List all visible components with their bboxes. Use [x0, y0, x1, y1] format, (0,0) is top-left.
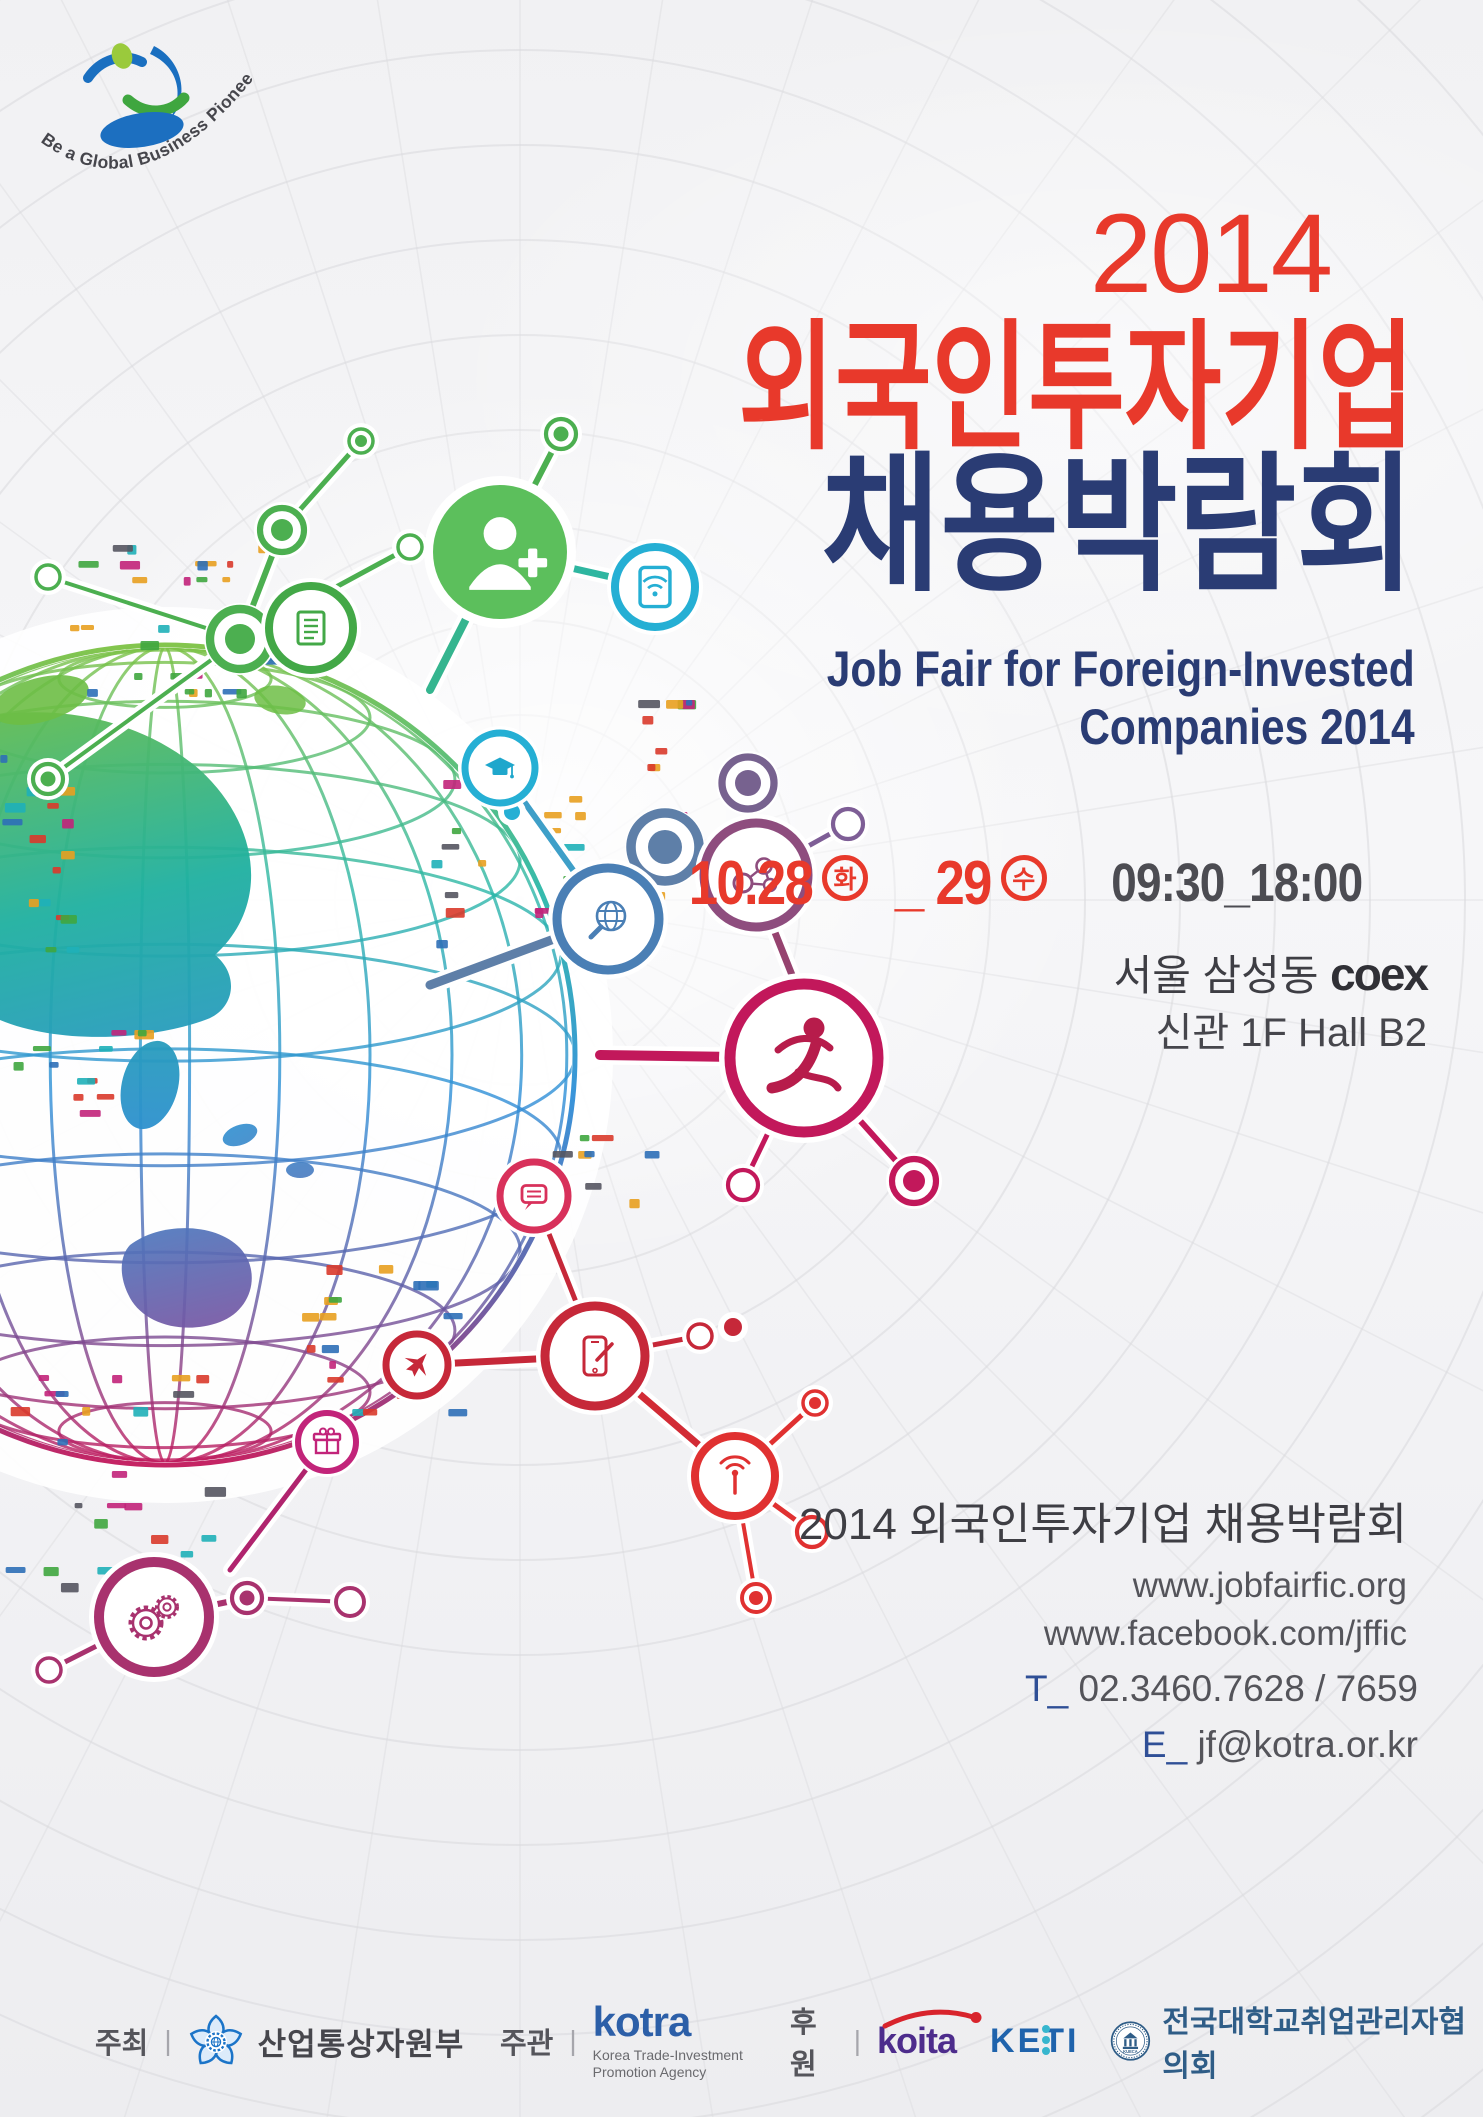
- keti-wordmark: KETI: [990, 2021, 1080, 2060]
- title-line1-text: 외국인투자기업: [738, 309, 1415, 466]
- tel-label: T_: [1025, 1668, 1069, 1709]
- event-info-block: 2014 외국인투자기업 채용박람회 www.jobfairfic.org ww…: [799, 1488, 1407, 1659]
- subtitle-line1: Job Fair for Foreign-Invested: [827, 641, 1415, 697]
- divider: |: [164, 2025, 172, 2056]
- event-date-part1: 10.28: [688, 848, 814, 918]
- smartphone-pen-icon: [536, 1297, 654, 1415]
- continents: [0, 675, 314, 1328]
- sponsor-group: 후원 | koita KETI: [790, 2006, 1483, 2083]
- title-line2: 채용박람회: [725, 450, 1415, 600]
- tel-line: T_ 02.3460.7628 / 7659: [1025, 1668, 1418, 1710]
- subtitle-line2: Companies 2014: [1079, 699, 1415, 755]
- host-group: 주최 | 산업통상자원부: [95, 2006, 464, 2076]
- sponsor-label: 후원: [790, 2007, 817, 2081]
- network-icon-nodes: [89, 476, 889, 1682]
- kotra-caption: Korea Trade-Investment Promotion Agency: [593, 2047, 743, 2082]
- kueca-name: 전국대학교취업관리자협의회: [1162, 2006, 1466, 2083]
- event-datetime: 10.28 화 _ 29 수 09:30_18:00: [0, 848, 1363, 918]
- badge-curved-text: Be a Global Business Pioneer!: [24, 14, 257, 173]
- ministry-emblem-icon: [189, 2014, 242, 2065]
- keti-dots-icon: [1042, 2024, 1051, 2055]
- kotra-caption-line1: Korea Trade-Investment: [592, 2046, 743, 2063]
- event-date-part2: _ 29: [894, 848, 992, 918]
- organizer-label: 주관: [500, 2028, 554, 2060]
- email-line: E_ jf@kotra.or.kr: [1025, 1724, 1418, 1766]
- venue-hall: 신관 1F Hall B2: [1155, 1011, 1427, 1055]
- title-year: 2014: [1089, 191, 1333, 316]
- kotra-caption-line2: Promotion Agency: [592, 2064, 707, 2080]
- email-label: E_: [1141, 1724, 1188, 1765]
- divider: |: [569, 2025, 577, 2056]
- airplane-icon: [379, 1327, 455, 1403]
- organizer-group: 주관 | kotra Korea Trade-Investment Promot…: [500, 2000, 743, 2080]
- website-url: www.jobfairfic.org: [1132, 1566, 1407, 1605]
- gift-box-icon: [292, 1407, 362, 1477]
- graduation-cap-icon: [458, 726, 542, 810]
- dancer-icon: [719, 973, 889, 1143]
- kotra-logo: kotra Korea Trade-Investment Promotion A…: [592, 1997, 743, 2082]
- pioneer-logo: Be a Global Business Pioneer!: [24, 14, 257, 173]
- event-day1-badge: 화: [822, 855, 869, 901]
- document-icon: [261, 578, 361, 678]
- title-line1: 외국인투자기업: [513, 318, 1415, 458]
- antenna-signal-icon: [687, 1428, 783, 1524]
- venue-line1: 서울 삼성동 coex: [1113, 942, 1429, 1003]
- koita-logo: koita: [876, 2009, 982, 2062]
- keti-logo: KETI: [990, 2022, 1079, 2061]
- email-address: jf@kotra.or.kr: [1197, 1724, 1418, 1765]
- title-english-subtitle: Job Fair for Foreign-Invested Companies …: [723, 640, 1415, 756]
- globe-rim: [0, 642, 578, 1468]
- molecule-icon: [695, 814, 817, 936]
- event-name: 2014 외국인투자기업 채용박람회: [798, 1500, 1407, 1549]
- koita-arc-icon: [882, 2009, 982, 2029]
- network-satellite-nodes: [27, 413, 942, 1688]
- venue-city: 서울 삼성동: [1113, 952, 1319, 999]
- tablet-wifi-icon: [607, 539, 703, 635]
- koita-wordmark: koita: [876, 2020, 957, 2061]
- host-name: 산업통상자원부: [257, 2026, 465, 2062]
- kueca-text: KUECA: [1124, 2049, 1139, 2054]
- facebook-url: www.facebook.com/jffic: [1043, 1614, 1407, 1654]
- globe-search-icon: [548, 859, 668, 979]
- contact-block: T_ 02.3460.7628 / 7659 E_ jf@kotra.or.kr: [1025, 1668, 1418, 1766]
- speech-bubble-icon: [493, 1155, 575, 1237]
- pioneer-figure-icon: [83, 43, 190, 149]
- recruiter-plus-icon: [424, 476, 576, 628]
- gears-icon: [89, 1552, 219, 1682]
- title-line2-text: 채용박람회: [821, 441, 1415, 609]
- kueca-emblem-icon: KUECA: [1111, 2021, 1151, 2061]
- tel-number: 02.3460.7628 / 7659: [1078, 1668, 1419, 1709]
- event-day2-badge: 수: [1000, 855, 1047, 901]
- divider: |: [853, 2025, 861, 2056]
- event-time: 09:30_18:00: [1111, 853, 1363, 913]
- host-label: 주최: [95, 2028, 149, 2060]
- kotra-wordmark: kotra: [592, 1997, 692, 2045]
- coex-logo: coex: [1330, 948, 1429, 1000]
